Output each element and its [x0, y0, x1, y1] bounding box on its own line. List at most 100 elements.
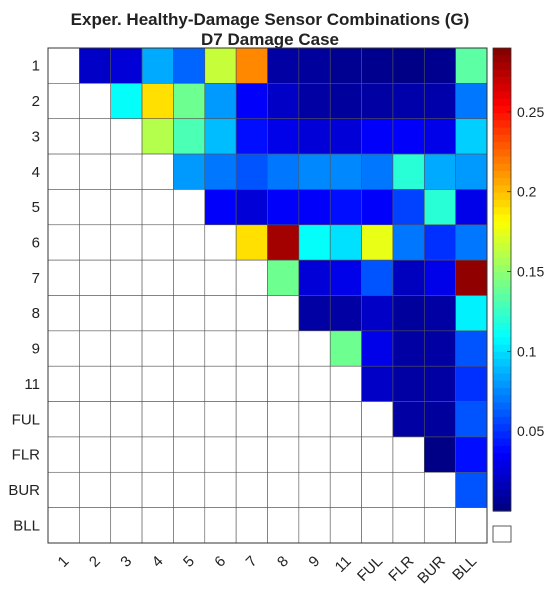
- heatmap-cell: [235, 507, 268, 544]
- heatmap-cell: [267, 295, 300, 332]
- colorbar-segment: [493, 496, 511, 505]
- heatmap-cell: [204, 436, 237, 473]
- heatmap-cell: [173, 330, 206, 367]
- heatmap-cell: [173, 153, 206, 190]
- column-tick-label: 4: [149, 553, 167, 571]
- heatmap-cell: [329, 471, 362, 508]
- colorbar-segment: [493, 105, 511, 114]
- heatmap-cell: [361, 189, 394, 226]
- heatmap-cell: [47, 153, 80, 190]
- heatmap-cell: [235, 436, 268, 473]
- colorbar-segment: [493, 178, 511, 187]
- heatmap-cell: [298, 365, 331, 402]
- heatmap-cell: [423, 153, 456, 190]
- heatmap-cell: [235, 118, 268, 155]
- heatmap-cell: [204, 83, 237, 120]
- heatmap-cell: [423, 224, 456, 261]
- heatmap-cell: [423, 47, 456, 84]
- colorbar-segment: [493, 250, 511, 259]
- colorbar-segment: [493, 474, 511, 483]
- heatmap-cell: [110, 471, 143, 508]
- colorbar-segment: [493, 76, 511, 85]
- heatmap-cell: [110, 259, 143, 296]
- heatmap-cell: [329, 365, 362, 402]
- heatmap-cell: [267, 83, 300, 120]
- heatmap-cell: [47, 259, 80, 296]
- heatmap-cell: [204, 365, 237, 402]
- heatmap-cell: [110, 118, 143, 155]
- colorbar-segment: [493, 315, 511, 324]
- heatmap-cell: [329, 118, 362, 155]
- row-tick-label: 11: [24, 376, 40, 393]
- column-tick-label: BLL: [449, 553, 480, 584]
- heatmap-cell: [455, 118, 488, 155]
- colorbar-segment: [493, 48, 511, 56]
- row-tick-label: BLL: [13, 517, 40, 534]
- heatmap-cell: [173, 47, 206, 84]
- heatmap-cell: [455, 507, 488, 544]
- heatmap-cell: [173, 365, 206, 402]
- heatmap-cell: [361, 507, 394, 544]
- heatmap-cell: [329, 153, 362, 190]
- heatmap-cell: [298, 224, 331, 261]
- heatmap-cell: [423, 189, 456, 226]
- heatmap-cell: [235, 401, 268, 438]
- heatmap-cell: [361, 471, 394, 508]
- heatmap-cell: [110, 47, 143, 84]
- heatmap-cell: [423, 471, 456, 508]
- row-tick-label: 3: [32, 128, 40, 145]
- heatmap-cell: [392, 507, 425, 544]
- heatmap-cell: [423, 83, 456, 120]
- heatmap-cell: [329, 189, 362, 226]
- heatmap-cell: [141, 507, 174, 544]
- heatmap-cell: [392, 259, 425, 296]
- row-tick-label: 7: [32, 270, 40, 287]
- heatmap-cell: [47, 507, 80, 544]
- colorbar-segment: [493, 98, 511, 107]
- heatmap-cell: [298, 259, 331, 296]
- colorbar-segment: [493, 163, 511, 172]
- heatmap-cell: [392, 295, 425, 332]
- heatmap-cell: [329, 295, 362, 332]
- colorbar: 0.05 0.1 0.15 0.2 0.25: [492, 47, 544, 543]
- heatmap-cell: [173, 224, 206, 261]
- colorbar-segment: [493, 228, 511, 237]
- row-tick-label: 4: [32, 164, 40, 181]
- heatmap-cell: [455, 189, 488, 226]
- heatmap-cell: [173, 436, 206, 473]
- colorbar-segment: [493, 503, 511, 512]
- heatmap-cell: [141, 436, 174, 473]
- heatmap-cell: [141, 118, 174, 155]
- heatmap-cell: [79, 507, 112, 544]
- colorbar-segment: [493, 366, 511, 375]
- heatmap-cell: [204, 153, 237, 190]
- colorbar-segment: [493, 91, 511, 100]
- heatmap-cell: [423, 330, 456, 367]
- colorbar-segment: [493, 337, 511, 346]
- heatmap-cell: [298, 83, 331, 120]
- row-tick-label: 6: [32, 234, 40, 251]
- heatmap-cell: [47, 471, 80, 508]
- heatmap-cell: [423, 259, 456, 296]
- heatmap-cell: [235, 83, 268, 120]
- colorbar-segment: [493, 120, 511, 129]
- row-tick-label: 8: [32, 305, 40, 322]
- row-tick-label: BUR: [8, 482, 40, 499]
- heatmap-cell: [47, 118, 80, 155]
- heatmap-cell: [329, 259, 362, 296]
- heatmap-cell: [298, 507, 331, 544]
- heatmap-cell: [298, 471, 331, 508]
- colorbar-segment: [493, 69, 511, 78]
- colorbar-segment: [493, 380, 511, 389]
- heatmap-cell: [267, 189, 300, 226]
- heatmap-cell: [173, 118, 206, 155]
- heatmap-cell: [141, 224, 174, 261]
- heatmap-cell: [79, 330, 112, 367]
- heatmap-cell: [141, 83, 174, 120]
- column-tick-label: 9: [305, 553, 323, 571]
- colorbar-segment: [493, 301, 511, 310]
- colorbar-segment: [493, 156, 511, 165]
- heatmap-cell: [455, 365, 488, 402]
- heatmap-cell: [392, 330, 425, 367]
